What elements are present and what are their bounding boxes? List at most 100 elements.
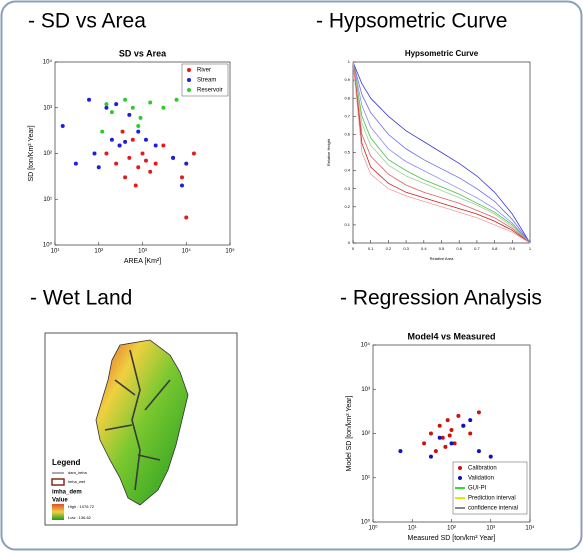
curve	[352, 61, 531, 244]
heading: - SD vs Area	[28, 10, 146, 33]
point	[437, 435, 442, 440]
point	[428, 431, 433, 436]
point	[437, 423, 442, 428]
x-tick-label: 10⁵	[225, 248, 235, 255]
map-legend-text: Legend	[52, 458, 81, 467]
legend-label: Stream	[197, 78, 216, 84]
y-tick-label: 10²	[43, 151, 52, 157]
y-tick-label: 10⁰	[43, 242, 53, 249]
point	[143, 137, 148, 142]
point	[127, 155, 132, 160]
point	[136, 123, 141, 128]
point	[171, 155, 176, 160]
point	[443, 444, 448, 449]
y-axis-label: Model SD [ton/km² Year]	[346, 396, 353, 472]
point	[92, 151, 97, 156]
legend-marker	[187, 68, 191, 72]
point	[174, 97, 179, 102]
point	[184, 161, 189, 166]
y-tick-label: 10¹	[361, 475, 370, 481]
x-tick-label: 0.9	[510, 246, 516, 251]
x-tick-label: 10⁴	[525, 525, 535, 532]
x-tick-label: 0.4	[421, 246, 427, 251]
y-axis-label: SD [ton/Km² Year]	[28, 125, 35, 181]
point	[468, 431, 473, 436]
y-axis-label: Relative Height	[326, 138, 331, 166]
point	[104, 105, 109, 110]
y-tick-label: 10³	[361, 387, 370, 393]
y-tick-label: 1	[348, 59, 351, 64]
point	[130, 105, 135, 110]
map-legend-text: imha_dem	[52, 490, 82, 496]
point	[133, 183, 138, 188]
legend-label: GUI-PI	[468, 486, 487, 492]
legend-swatch	[51, 478, 65, 486]
point	[73, 161, 78, 166]
y-tick-label: 0.9	[344, 77, 350, 82]
point	[120, 129, 125, 134]
x-tick-label: 0.2	[386, 246, 392, 251]
x-tick-label: 10²	[94, 249, 103, 255]
x-tick-label: 10³	[138, 249, 147, 255]
x-tick-label: 0.6	[456, 246, 462, 251]
point	[153, 143, 158, 148]
x-axis-label: Relative Area	[430, 256, 455, 261]
x-tick-label: 0.8	[492, 246, 498, 251]
heading: - Hypsometric Curve	[316, 10, 507, 33]
point	[100, 129, 105, 134]
point	[180, 183, 185, 188]
y-tick-label: 0	[348, 240, 351, 245]
point	[184, 215, 189, 220]
x-axis-label: Measured SD [ton/km² Year]	[408, 535, 496, 542]
y-tick-label: 10⁴	[361, 342, 371, 349]
point	[148, 169, 153, 174]
point	[153, 161, 158, 166]
point	[114, 102, 119, 107]
y-tick-label: 10⁴	[43, 59, 53, 66]
point	[109, 137, 114, 142]
x-tick-label: 1	[529, 246, 532, 251]
point	[123, 175, 128, 180]
legend-marker	[187, 88, 191, 92]
y-tick-label: 10³	[43, 105, 52, 111]
y-tick-label: 0.5	[344, 150, 350, 155]
x-tick-label: 10²	[447, 526, 456, 532]
point	[191, 151, 196, 156]
x-tick-label: 0	[352, 246, 355, 251]
point	[114, 161, 119, 166]
point	[104, 151, 109, 156]
map-legend-text: dam_imha	[68, 470, 87, 475]
y-tick-label: 0.2	[344, 204, 350, 209]
curve	[352, 61, 531, 244]
legend-label: Prediction interval	[468, 496, 516, 502]
point	[456, 413, 461, 418]
river-network	[104, 349, 171, 491]
x-tick-label: 10¹	[408, 526, 417, 532]
y-tick-label: 0.4	[344, 168, 350, 173]
y-tick-label: 0.8	[344, 95, 350, 100]
map-legend-text: High : 1076.72	[68, 504, 95, 509]
point	[468, 418, 473, 423]
map-legend-text: imha_wet	[68, 479, 86, 484]
map-legend-text: Low : 136.62	[68, 515, 92, 520]
x-tick-label: 10⁰	[368, 525, 378, 532]
point	[123, 139, 128, 144]
legend-label: River	[197, 68, 211, 74]
chart-title: Hypsometric Curve	[405, 49, 479, 58]
heading: - Wet Land	[30, 287, 132, 310]
legend-box	[452, 461, 528, 515]
point	[476, 449, 481, 454]
point	[180, 175, 185, 180]
x-tick-label: 10¹	[51, 249, 60, 255]
legend-ramp	[52, 504, 64, 520]
map-panel: Legend dam_imha imha_wet imha_dem Value …	[44, 332, 238, 526]
point	[96, 165, 101, 170]
map-legend-text: Value	[52, 498, 68, 504]
y-tick-label: 0.3	[344, 186, 350, 191]
legend-marker	[187, 78, 191, 82]
legend-label: Reservoir	[197, 88, 223, 94]
x-axis-label: AREA [Km²]	[124, 258, 161, 265]
y-tick-label: 10⁰	[361, 519, 371, 526]
x-tick-label: 0.3	[403, 246, 409, 251]
point	[447, 433, 452, 438]
